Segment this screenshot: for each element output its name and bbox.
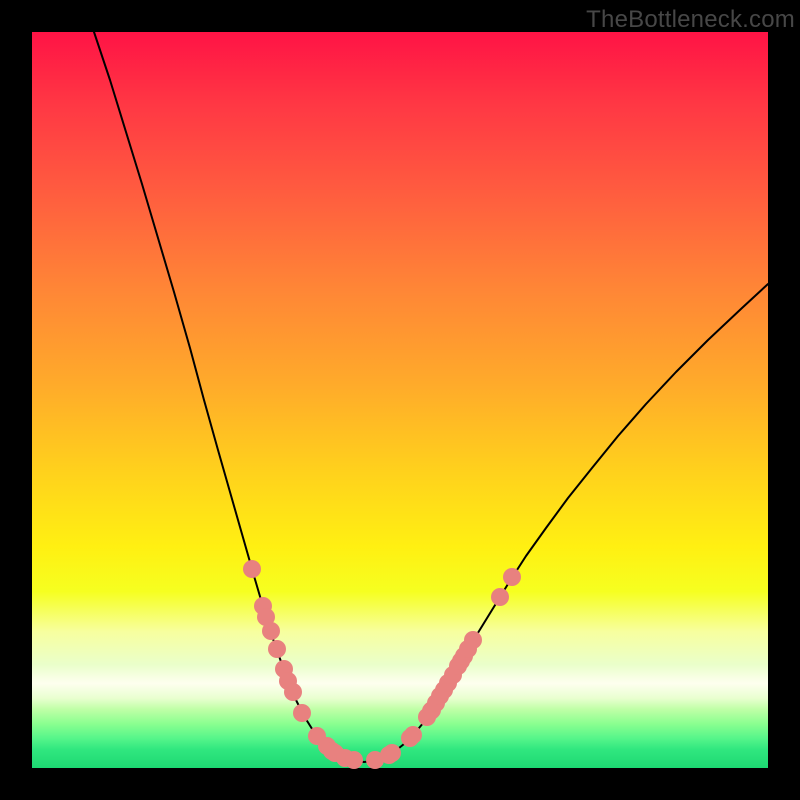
data-marker (383, 744, 401, 762)
data-marker (503, 568, 521, 586)
data-marker (262, 622, 280, 640)
chart-stage: TheBottleneck.com (0, 0, 800, 800)
watermark-text: TheBottleneck.com (586, 6, 795, 34)
plot-area (32, 32, 768, 768)
bottleneck-curve (94, 32, 768, 762)
data-markers (243, 560, 521, 769)
data-marker (284, 683, 302, 701)
data-marker (404, 726, 422, 744)
data-marker (268, 640, 286, 658)
data-marker (464, 631, 482, 649)
data-marker (491, 588, 509, 606)
data-marker (293, 704, 311, 722)
data-marker (345, 751, 363, 769)
bottleneck-curve-svg (32, 32, 768, 768)
data-marker (243, 560, 261, 578)
